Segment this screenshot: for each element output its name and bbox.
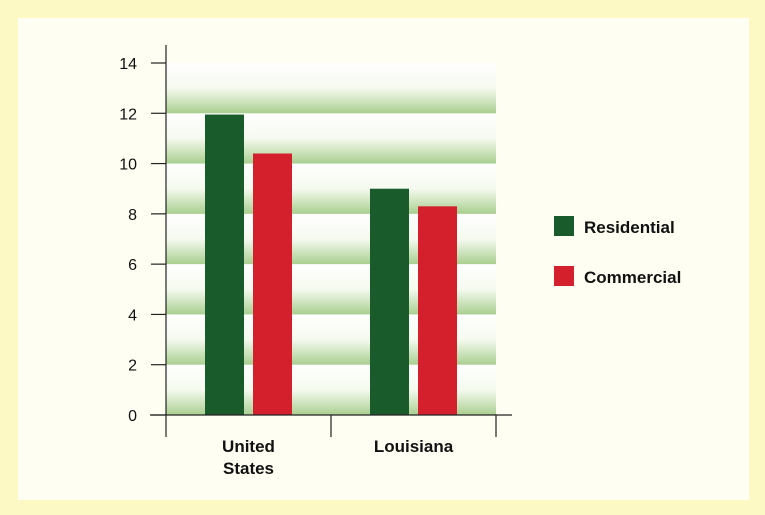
bar-residential-0 bbox=[205, 114, 244, 416]
x-category-label: Louisiana bbox=[374, 437, 454, 456]
legend-swatch-residential bbox=[554, 216, 574, 236]
y-tick-label: 10 bbox=[119, 157, 137, 174]
legend-label-commercial: Commercial bbox=[584, 268, 681, 287]
axes-group bbox=[150, 45, 512, 437]
y-tick-label: 12 bbox=[119, 106, 137, 123]
y-axis-ticks: 0 2 4 6 8 10 12 14 bbox=[119, 56, 166, 425]
y-tick-label: 6 bbox=[128, 257, 137, 274]
x-category-label: United States bbox=[222, 437, 275, 478]
bar-commercial-1 bbox=[418, 206, 457, 415]
y-tick-label: 2 bbox=[128, 358, 137, 375]
grid-band bbox=[166, 63, 496, 114]
legend-swatch-commercial bbox=[554, 266, 574, 286]
legend-label-residential: Residential bbox=[584, 218, 675, 237]
bar-commercial-0 bbox=[253, 153, 292, 415]
y-tick-label: 0 bbox=[128, 408, 137, 425]
bars-group bbox=[205, 114, 457, 416]
y-tick-label: 14 bbox=[119, 56, 137, 73]
bar-residential-1 bbox=[370, 188, 409, 415]
y-tick-label: 8 bbox=[128, 207, 137, 224]
legend: Residential Commercial bbox=[554, 216, 681, 287]
y-tick-label: 4 bbox=[128, 307, 137, 324]
x-axis-categories: United States Louisiana bbox=[222, 437, 454, 478]
